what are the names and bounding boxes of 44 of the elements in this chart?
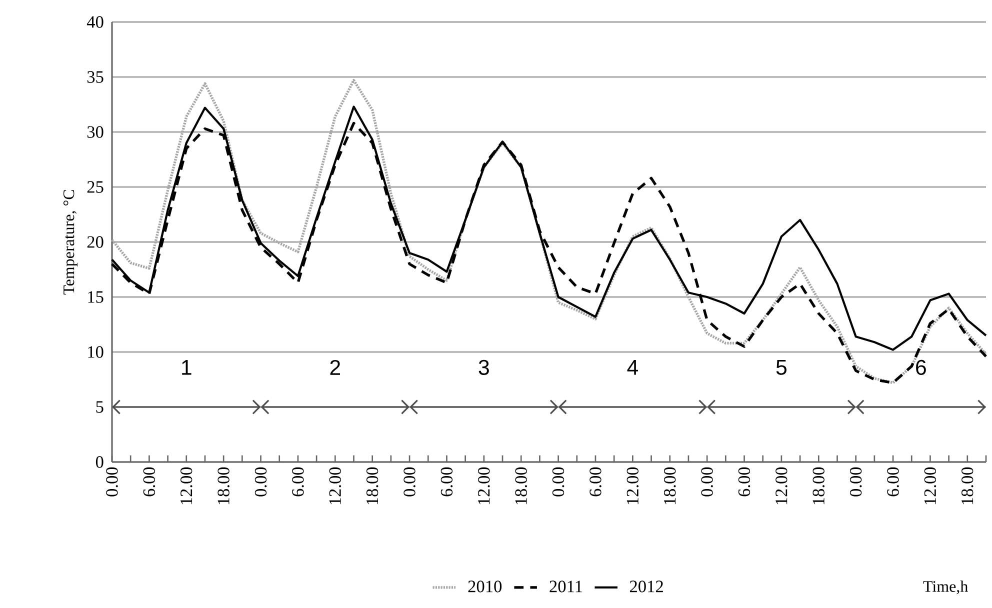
x-tick-label: 0.00 [850, 467, 862, 496]
x-tick-label: 18.00 [366, 467, 378, 504]
x-tick-label: 6.00 [143, 467, 156, 496]
y-tick-label: 20 [87, 236, 104, 248]
x-tick-label: 0.00 [552, 467, 564, 496]
y-tick-label: 15 [88, 291, 104, 303]
annotation: 2 [330, 360, 340, 375]
x-tick-label: 0.00 [404, 467, 416, 496]
y-tick-label: 0 [96, 456, 104, 468]
x-tick-label: 12.00 [626, 467, 639, 504]
x-tick-label: 12.00 [329, 467, 342, 504]
y-tick-label: 40 [86, 16, 104, 28]
x-axis-title: Time,h [923, 580, 968, 594]
x-tick-label: 6.00 [590, 467, 602, 496]
x-tick-label: 12.00 [478, 467, 490, 504]
x-tick-label: 6.00 [887, 467, 899, 496]
legend-label: 2011 [550, 580, 582, 592]
x-tick-label: 6.00 [440, 467, 453, 496]
x-tick-label: 18.00 [515, 467, 527, 504]
x-tick-label: 0.00 [106, 467, 118, 496]
x-tick-label: 18.00 [962, 467, 974, 504]
x-tick-label: 6.00 [292, 467, 304, 496]
x-tick-label: 12.00 [180, 467, 192, 504]
y-tick-label: 5 [96, 401, 104, 413]
x-tick-label: 18.00 [664, 467, 676, 504]
y-tick-label: 25 [87, 181, 104, 193]
x-tick-label: 12.00 [776, 467, 788, 504]
y-axis-title: Temperature, °C [63, 190, 78, 295]
y-tick-label: 35 [87, 71, 104, 83]
annotation: 6 [916, 360, 926, 375]
y-tick-label: 30 [87, 126, 104, 138]
x-tick-label: 12.00 [924, 467, 936, 504]
annotation: 1 [182, 360, 192, 375]
x-tick-label: 0.00 [254, 467, 267, 496]
annotation: 5 [776, 360, 786, 375]
x-tick-label: 18.00 [218, 467, 230, 504]
annotation: 3 [478, 360, 489, 375]
x-tick-label: 6.00 [738, 467, 750, 496]
x-tick-label: 0.00 [701, 467, 713, 496]
y-tick-label: 10 [88, 346, 104, 358]
annotation: 4 [627, 360, 638, 375]
legend-label: 2012 [630, 580, 663, 592]
x-tick-label: 18.00 [812, 467, 825, 504]
legend-label: 2010 [468, 580, 502, 592]
